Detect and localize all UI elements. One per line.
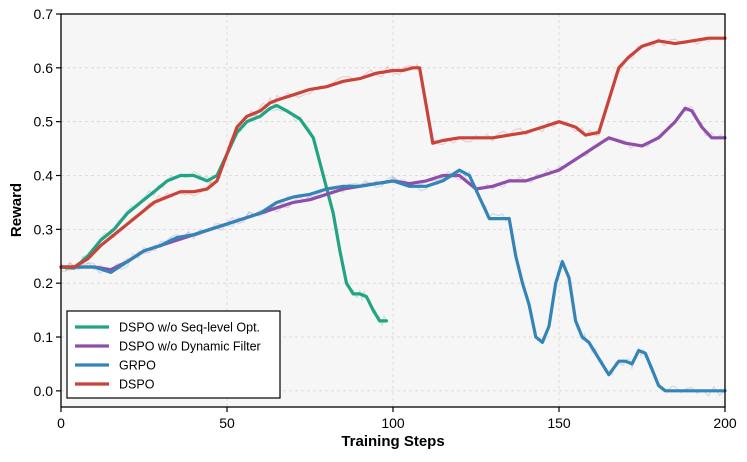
x-tick-label: 100 [381, 415, 405, 431]
x-axis-title: Training Steps [341, 433, 444, 450]
legend-label: GRPO [119, 359, 156, 373]
y-tick-label: 0.5 [34, 114, 54, 130]
legend: DSPO w/o Seq-level Opt. DSPO w/o Dynamic … [66, 310, 281, 399]
series-line [59, 106, 727, 272]
x-tick-label: 0 [57, 415, 65, 431]
y-tick-label: 0.2 [34, 275, 54, 291]
y-axis-title: Reward [8, 183, 25, 237]
legend-label: DSPO w/o Dynamic Filter [119, 340, 261, 354]
legend-label: DSPO w/o Seq-level Opt. [119, 321, 260, 335]
y-tick-label: 0.1 [34, 329, 54, 345]
x-tick-label: 200 [713, 415, 737, 431]
series-line [59, 103, 388, 323]
smoothed-series-lines [59, 36, 727, 393]
series-line [59, 36, 727, 269]
axis-ticks: 0 50 100 150 200 0.0 0.1 0.2 0.3 0.4 0.5 0.6 0.7 [34, 6, 737, 431]
y-tick-label: 0.0 [34, 383, 54, 399]
series-line [59, 168, 727, 393]
y-tick-label: 0.6 [34, 60, 54, 76]
x-tick-label: 150 [547, 415, 571, 431]
y-tick-label: 0.4 [34, 168, 54, 184]
y-tick-label: 0.3 [34, 221, 54, 237]
x-tick-label: 50 [219, 415, 235, 431]
y-tick-label: 0.7 [34, 6, 54, 22]
legend-label: DSPO [119, 378, 155, 392]
